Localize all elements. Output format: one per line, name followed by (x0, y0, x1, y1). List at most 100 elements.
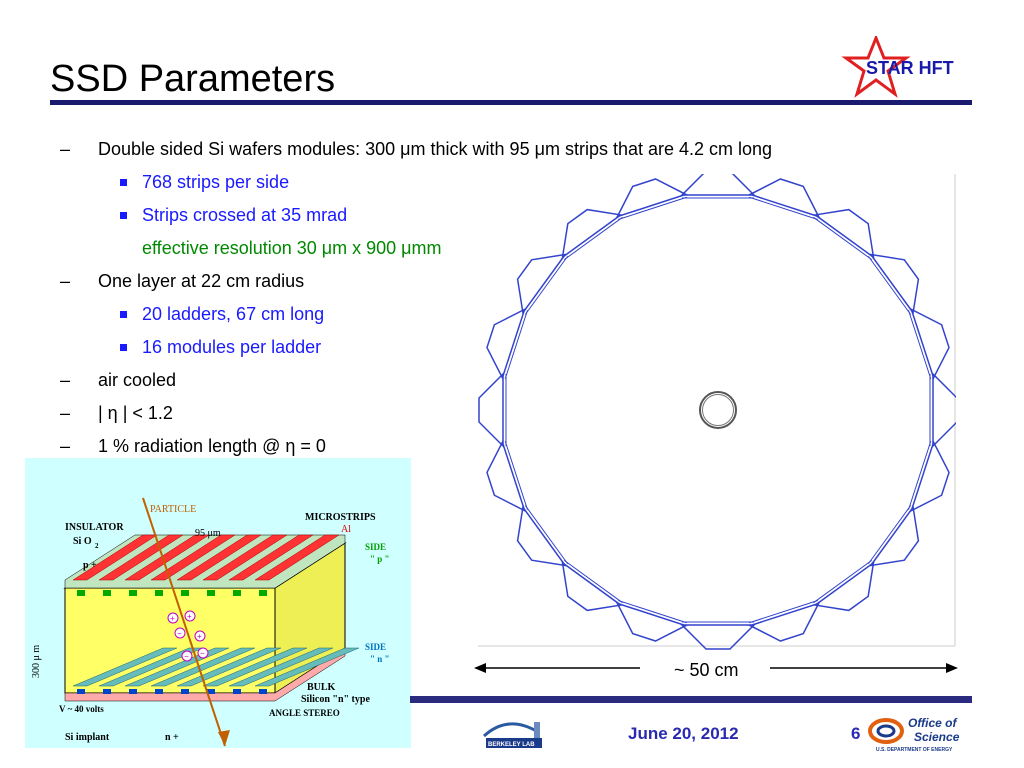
ladder-ring (478, 174, 956, 650)
p-strip (72, 534, 158, 581)
left-arrow-icon (474, 663, 486, 673)
p-strip (176, 534, 262, 581)
p-implant (77, 590, 85, 596)
ladder-19-sensor-plane (563, 216, 623, 261)
ladder-17 (486, 307, 526, 380)
label-n-plus: n + (165, 732, 179, 743)
label-side-p: SIDE (365, 542, 386, 552)
label-side-n-val: " n " (370, 654, 390, 664)
label-thickness: 300 μ m (31, 645, 42, 678)
svg-text:−: − (200, 649, 205, 658)
ladder-18 (516, 253, 567, 315)
p-implant (233, 590, 241, 596)
footer-rule (410, 696, 972, 703)
label-p-plus: p + (83, 560, 97, 571)
p-strip (98, 534, 184, 581)
ladder-17-sensor-plane (504, 310, 528, 379)
ladder-3 (813, 208, 875, 259)
n-implant (77, 689, 85, 694)
ladder-16 (478, 372, 504, 448)
ladder-1 (680, 174, 756, 196)
n-implant (259, 689, 267, 694)
ladder-11 (680, 624, 756, 650)
berkeley-text: BERKELEY LAB (488, 742, 535, 748)
n-side-microstrips (72, 647, 360, 687)
ladder-15 (486, 440, 526, 513)
n-strip (228, 647, 334, 687)
slide-title: SSD Parameters (50, 58, 336, 100)
ladder-10 (748, 602, 821, 642)
n-implant (103, 689, 111, 694)
berkeley-lab-logo: BERKELEY LAB (482, 722, 542, 748)
n-implant (181, 689, 189, 694)
beam-pipe-inner (702, 394, 734, 426)
particle-track (142, 497, 226, 747)
ladder-7 (910, 440, 950, 513)
title-underline (50, 100, 972, 105)
p-implant (181, 590, 189, 596)
ladder-14-sensor-plane (524, 505, 569, 565)
svg-text:+: + (197, 632, 202, 641)
n-strip (72, 647, 178, 687)
ladder-4 (869, 253, 920, 315)
n-implant (233, 689, 241, 694)
ladder-5-sensor-plane (908, 310, 932, 379)
label-bulk: BULK (307, 682, 336, 693)
bottom-layer (64, 647, 346, 702)
doe-swirl-icon (868, 718, 904, 744)
right-arrow-icon (946, 663, 958, 673)
page-number: 6 (851, 724, 861, 743)
ladder-8-sensor-plane (867, 505, 912, 565)
star-icon (841, 36, 911, 98)
ladder-9-sensor-plane (813, 559, 873, 604)
p-strip (228, 534, 314, 581)
star-hft-logo: STAR HFT (841, 36, 954, 98)
p-implant (129, 590, 137, 596)
svg-text:−: − (184, 652, 189, 661)
scale-bar (474, 663, 958, 673)
p-implant (259, 590, 267, 596)
p-implant (103, 590, 111, 596)
p-strip (124, 534, 210, 581)
label-al: Al (341, 524, 351, 535)
label-side-n: SIDE (365, 642, 386, 652)
p-side-microstrips (72, 534, 340, 581)
svg-text:+: + (187, 612, 192, 621)
ladder-12-sensor-plane (618, 600, 687, 624)
sensor-schematic: + + + − − − PARTICLE MICROSTRIPS Al INSU… (25, 458, 411, 748)
n-implants (77, 689, 267, 694)
ladder-13 (561, 561, 623, 612)
ladder-19 (561, 208, 623, 259)
ladder-14 (516, 505, 567, 567)
n-strip (254, 647, 360, 687)
charge-carriers: + + + − − − (167, 610, 209, 662)
ladder-2 (748, 178, 821, 218)
ladder-7-sensor-plane (908, 441, 932, 510)
ladder-15-sensor-plane (504, 441, 528, 510)
label-pitch: 95 μm (195, 528, 221, 539)
n-strip (150, 647, 256, 687)
doe-line1: Office of (908, 716, 957, 730)
p-strip (150, 534, 236, 581)
ladder-6 (932, 372, 956, 448)
p-implant (155, 590, 163, 596)
label-insulator: INSULATOR (65, 522, 124, 533)
ladder-9 (813, 561, 875, 612)
label-voltage: V ~ 40 volts (59, 704, 104, 714)
label-particle: PARTICLE (150, 504, 196, 515)
p-strip (254, 534, 340, 581)
label-bulk-desc: Silicon "n" type (301, 694, 370, 705)
label-implant: Si implant (65, 732, 110, 743)
doe-office-of-science-logo: Office of Science U.S. DEPARTMENT OF ENE… (868, 716, 960, 753)
p-implant (207, 590, 215, 596)
svg-text:−: − (177, 629, 182, 638)
label-sio2-sub: 2 (95, 542, 99, 550)
p-strip (202, 534, 288, 581)
n-strip (202, 647, 308, 687)
ladder-5 (910, 307, 950, 380)
detector-ring-diagram (478, 174, 956, 650)
label-sio2: Si O (73, 536, 92, 547)
n-implant (129, 689, 137, 694)
ladder-8 (869, 505, 920, 567)
ladder-20 (615, 178, 688, 218)
